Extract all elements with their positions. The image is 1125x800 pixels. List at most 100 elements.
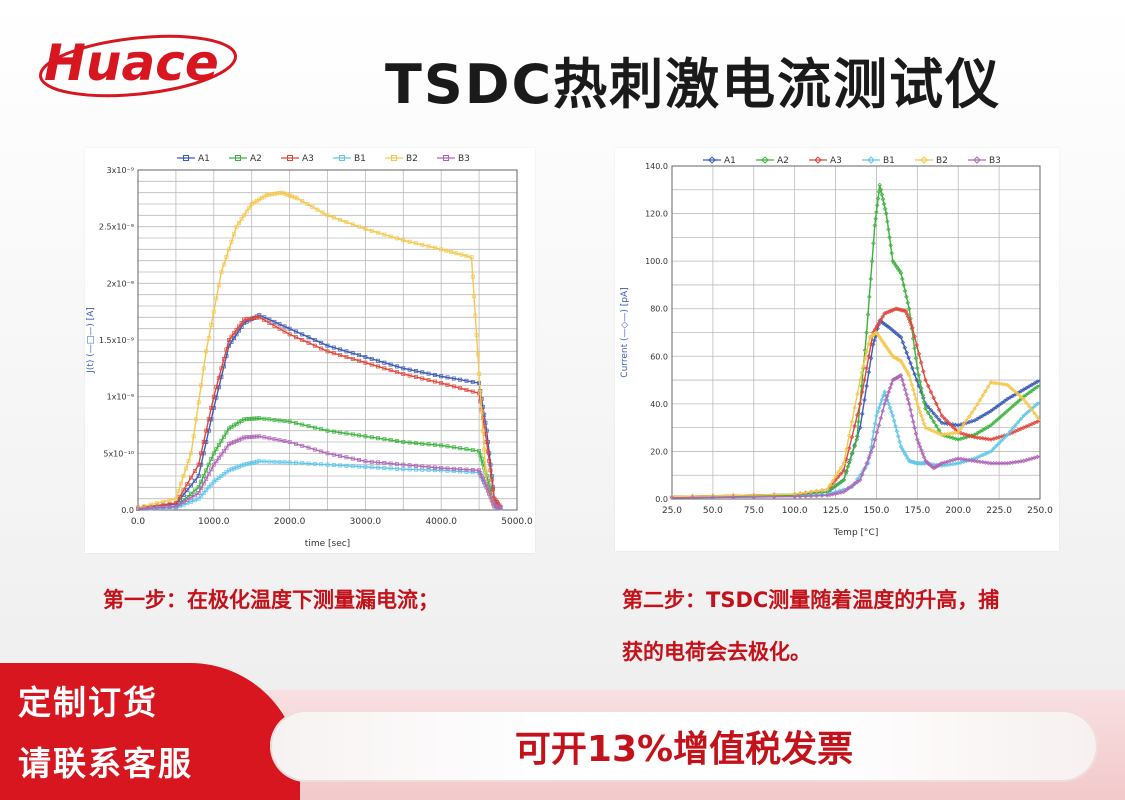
data-point (833, 474, 838, 479)
data-point (237, 464, 242, 469)
data-point (925, 426, 931, 432)
data-point (154, 501, 159, 506)
data-point (980, 427, 986, 433)
data-point (942, 420, 947, 426)
data-point (214, 296, 219, 301)
data-point (909, 459, 915, 465)
data-point (470, 389, 475, 394)
data-point (771, 494, 777, 500)
data-point (204, 428, 209, 433)
data-point (479, 409, 484, 414)
data-point (859, 411, 865, 417)
data-point (331, 345, 336, 350)
data-point (877, 182, 883, 188)
data-point (912, 460, 917, 465)
data-point (161, 499, 166, 504)
data-point (994, 404, 999, 410)
data-point (192, 478, 197, 483)
data-point (852, 443, 857, 449)
data-point (830, 478, 836, 484)
data-point (983, 411, 988, 417)
series-line (137, 435, 503, 510)
data-point (219, 270, 224, 274)
data-point (917, 379, 923, 384)
data-point (879, 397, 885, 403)
data-point (458, 377, 463, 382)
data-point (961, 457, 966, 462)
data-point (369, 356, 374, 361)
data-point (999, 400, 1005, 406)
data-point (420, 376, 425, 381)
data-point (966, 414, 972, 419)
data-point (985, 460, 991, 466)
data-point (958, 426, 964, 431)
data-point (991, 420, 996, 426)
legend-entry: B3 (989, 156, 1001, 166)
data-point (363, 459, 368, 464)
data-point (887, 405, 893, 411)
data-point (325, 462, 330, 467)
data-point (928, 407, 934, 413)
data-point (872, 437, 878, 442)
data-point (275, 191, 279, 196)
data-point (269, 192, 274, 197)
data-point (445, 375, 450, 380)
data-point (1029, 407, 1035, 413)
data-point (478, 453, 483, 458)
data-point (413, 463, 418, 468)
data-point (1013, 389, 1018, 395)
data-point (469, 255, 474, 260)
data-point (382, 466, 387, 471)
data-point (850, 450, 855, 456)
data-point (950, 435, 956, 441)
data-point (445, 444, 450, 449)
data-point (945, 434, 950, 439)
data-point (895, 374, 901, 380)
data-point (300, 338, 305, 342)
data-point (931, 465, 936, 471)
data-point (1024, 411, 1029, 416)
data-point (472, 294, 476, 299)
data-point (869, 258, 875, 264)
data-point (451, 445, 456, 450)
data-point (914, 342, 920, 348)
data-point (841, 477, 847, 483)
data-point (369, 228, 374, 233)
data-point (988, 449, 994, 454)
data-point (819, 493, 825, 498)
x-tick-label: 125.0 (823, 506, 849, 516)
data-point (257, 315, 262, 320)
data-point (857, 377, 863, 383)
data-point (1026, 403, 1032, 409)
data-point (1032, 380, 1037, 386)
data-point (199, 383, 204, 388)
data-point (325, 451, 330, 456)
data-point (925, 404, 931, 410)
data-point (889, 250, 895, 256)
data-point (192, 469, 197, 474)
data-point (833, 483, 838, 489)
series-line (671, 184, 1041, 498)
data-point (904, 294, 909, 300)
data-point (290, 194, 295, 199)
data-point (931, 419, 936, 424)
series-line (137, 314, 503, 510)
data-point (401, 238, 406, 243)
data-point (862, 356, 868, 361)
data-point (894, 375, 900, 380)
data-point (319, 340, 324, 345)
data-point (988, 408, 994, 414)
data-point (996, 402, 1002, 408)
data-point (872, 327, 878, 332)
data-point (401, 467, 406, 472)
data-point (350, 432, 355, 437)
data-point (234, 224, 239, 229)
data-point (219, 438, 224, 443)
data-point (945, 419, 950, 424)
data-point (257, 416, 262, 421)
data-point (917, 409, 923, 415)
data-point (181, 492, 186, 497)
series-a1 (136, 313, 503, 510)
data-point (485, 449, 490, 454)
data-point (432, 379, 437, 384)
